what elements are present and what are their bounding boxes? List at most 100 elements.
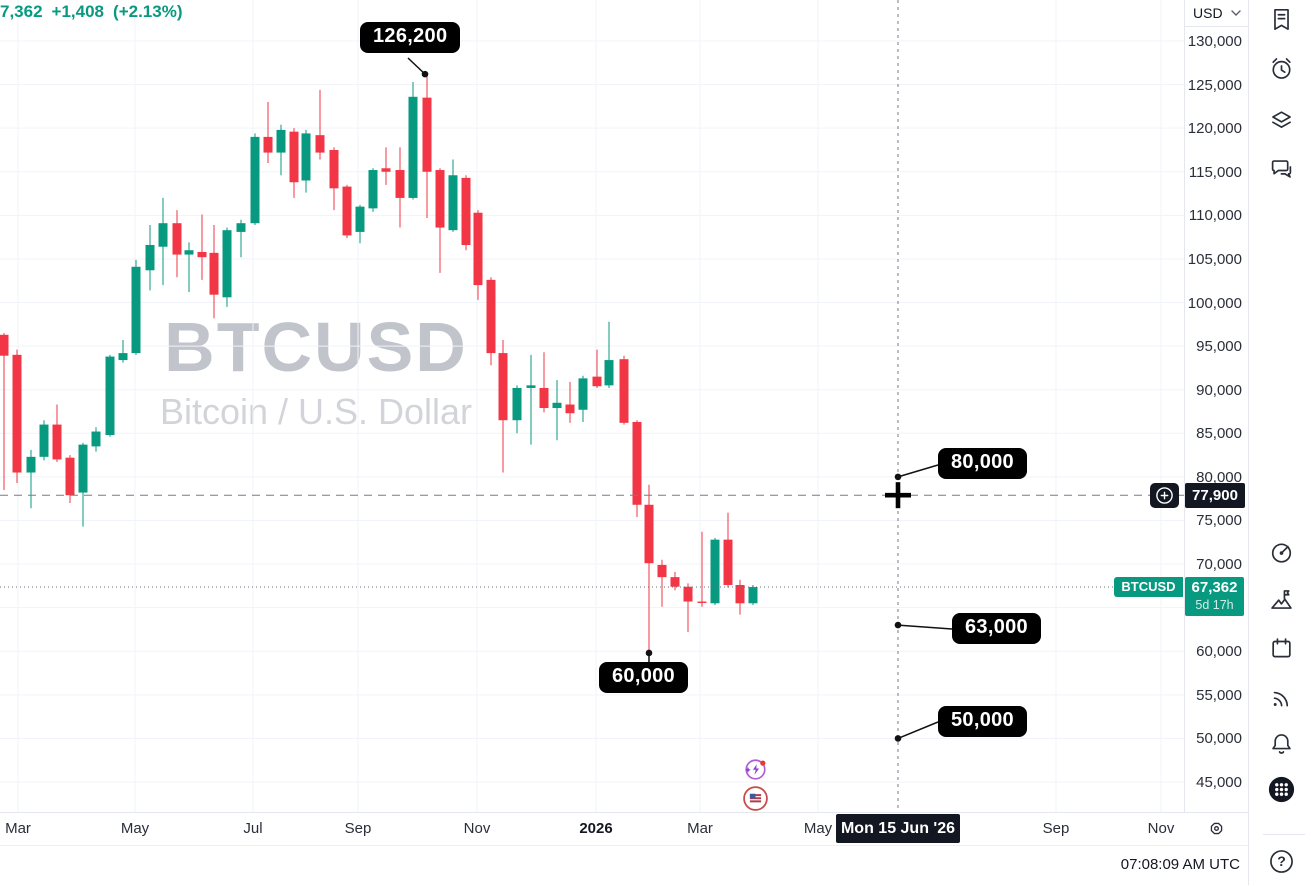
candle-body [105,356,115,436]
candle-body [52,424,62,460]
layers-icon[interactable] [1268,107,1295,134]
candle-body [632,421,642,505]
watchlist-icon[interactable] [1268,6,1295,33]
price-axis-label: 85,000 [1196,425,1242,443]
candle-body [301,133,311,181]
candle-body [422,97,432,172]
price-callout[interactable]: 63,000 [952,613,1041,644]
catalyst-event-icon[interactable] [742,756,769,783]
ticker-change: +1,408 [51,2,105,21]
time-axis[interactable]: Mon 15 Jun '26 Mar May Jul Sep Nov 2026 Mar May… [0,812,1248,846]
time-axis-label: May [120,820,150,837]
candle-body [276,129,286,153]
candle-body [748,587,758,604]
candle-body [697,601,707,603]
right-toolbar: ? [1248,0,1311,885]
gear-icon [1210,822,1223,835]
screener-icon[interactable] [1268,539,1295,566]
price-axis[interactable]: USD 130,000 125,000 120,000 115,000 110,000 1… [1184,0,1249,845]
candle-body [78,444,88,493]
candle-body [644,504,654,564]
candle-body [435,170,445,228]
price-callout[interactable]: 80,000 [938,448,1027,479]
alarm-icon[interactable] [1268,55,1295,82]
candle-body [408,96,418,198]
price-axis-label: 110,000 [1188,207,1242,225]
price-axis-label: 75,000 [1196,512,1242,530]
price-axis-label: 105,000 [1187,250,1242,268]
candle-body [710,539,720,604]
candle-body [145,244,155,271]
price-axis-label: 80,000 [1196,468,1242,486]
ticker-quote: 7,362 +1,408 (+2.13%) [0,2,191,22]
candle-body [172,223,182,255]
help-icon[interactable]: ? [1268,848,1295,875]
candle-body [526,385,536,388]
time-axis-label: 2026 [579,820,613,837]
price-chart-canvas[interactable] [0,0,1184,812]
candle-body [0,334,9,356]
candle-body [236,223,246,232]
price-callout[interactable]: 60,000 [599,662,688,693]
candle-body [578,378,588,410]
candle-body [91,431,101,447]
callout-leader-line [897,721,939,740]
ticker-price: 7,362 [0,2,43,21]
callout-leader-line [897,464,939,478]
price-marker-dot [894,621,902,629]
price-axis-label: 50,000 [1196,730,1242,748]
candle-body [39,424,49,457]
time-axis-label: Nov [463,820,491,837]
time-axis-label: Mar [687,820,713,837]
candle-body [473,212,483,286]
price-axis-label: 130,000 [1187,33,1242,50]
candle-body [263,136,273,153]
last-price-badge: 67,362 5d 17h [1185,577,1244,617]
time-axis-label: Nov [1147,820,1175,837]
candle-body [552,402,562,409]
us-economic-event-icon[interactable] [742,785,769,812]
candle-body [184,250,194,255]
candle-body [604,360,614,386]
candle-body [355,206,365,232]
crosshair-add-alert-button[interactable] [1150,483,1179,509]
price-axis-label: 115,000 [1188,163,1242,181]
price-callout[interactable]: 126,200 [360,22,461,53]
axis-settings-button[interactable] [1206,818,1227,839]
candle-body [158,223,168,247]
price-axis-label: 120,000 [1187,120,1242,138]
feed-icon[interactable] [1268,684,1295,711]
time-axis-label: May [803,820,833,837]
price-axis-label: 90,000 [1196,381,1242,399]
candle-body [683,586,693,602]
plus-circle-icon [1156,487,1173,504]
ticker-change-percent: (+2.13%) [113,2,183,21]
candle-body [289,131,299,183]
candle-body [657,564,667,578]
chevron-down-icon [1231,10,1241,16]
apps-icon[interactable] [1268,776,1295,803]
candle-body [222,230,232,298]
calendar-icon[interactable] [1268,635,1295,662]
utc-clock[interactable]: 07:08:09 AM UTC [1120,856,1240,873]
currency-selector[interactable]: USD [1185,0,1248,27]
candle-body [539,387,549,409]
price-callout[interactable]: 50,000 [938,706,1027,737]
status-bar: 07:08:09 AM UTC [0,845,1248,886]
candle-body [209,252,219,295]
candle-body [448,175,458,231]
crosshair-price-badge: 77,900 [1185,483,1245,509]
price-axis-label: 70,000 [1196,556,1242,574]
candle-body [197,251,207,258]
notifications-icon[interactable] [1268,730,1295,757]
candle-body [619,359,629,423]
last-price-symbol-tag: BTCUSD [1114,577,1183,598]
time-axis-label: Mar [5,820,31,837]
ideas-icon[interactable] [1268,586,1295,613]
candle-body [12,354,22,473]
chat-icon[interactable] [1268,155,1295,182]
candle-body [131,266,141,354]
candle-body [592,376,602,387]
candle-body [498,353,508,421]
